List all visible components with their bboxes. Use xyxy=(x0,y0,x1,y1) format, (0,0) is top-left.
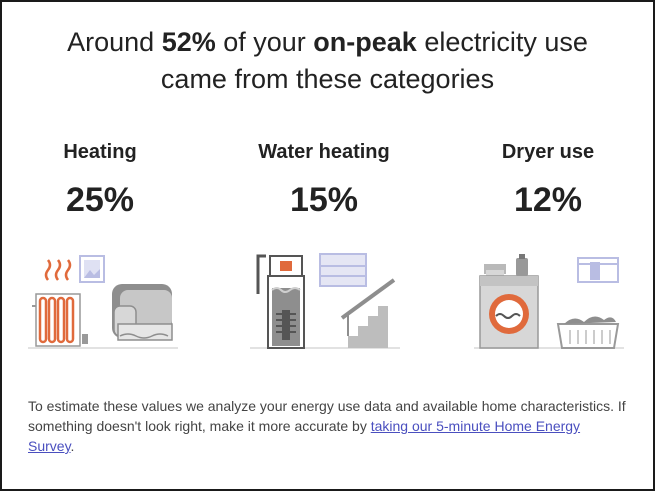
headline-emphasis: on-peak xyxy=(313,27,417,57)
footnote-end: . xyxy=(70,438,75,454)
headline-line2: came from these categories xyxy=(160,64,495,94)
category-percent: 25% xyxy=(65,181,135,219)
category-label: Heating xyxy=(63,141,137,163)
headline-part2: of your xyxy=(215,27,314,57)
category-dryer-use: Dryer use 12% xyxy=(448,138,648,220)
category-label: Dryer use xyxy=(501,141,595,163)
footnote: To estimate these values we analyze your… xyxy=(28,396,628,456)
headline-percent: 52% xyxy=(161,27,216,57)
headline: Around 52% of your on-peak electricity u… xyxy=(2,24,653,98)
category-heating: Heating 25% xyxy=(0,138,200,220)
headline-part1: Around xyxy=(67,27,162,57)
category-percent: 12% xyxy=(513,181,583,219)
water-heater-icon xyxy=(250,253,400,349)
category-label: Water heating xyxy=(258,141,390,163)
headline-part3: electricity use xyxy=(416,27,588,57)
heating-radiator-icon xyxy=(28,255,178,349)
footnote-text: To estimate these values we analyze your… xyxy=(28,398,626,434)
dryer-icon xyxy=(474,254,624,349)
home-energy-survey-link[interactable]: taking our 5-minute Home Energy Survey xyxy=(28,418,581,454)
category-water-heating: Water heating 15% xyxy=(224,138,424,220)
category-percent: 15% xyxy=(289,181,359,219)
